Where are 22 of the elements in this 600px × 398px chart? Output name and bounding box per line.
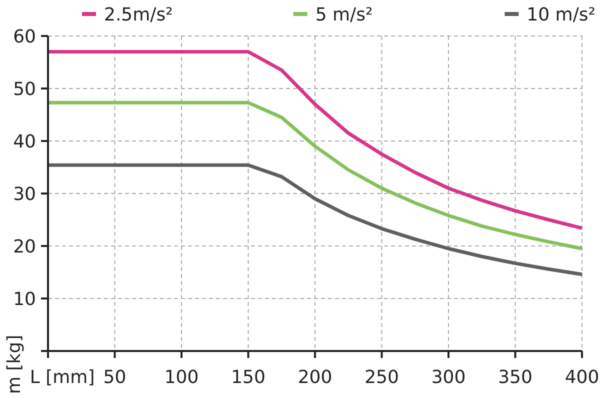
x-axis-title: L [mm] — [30, 367, 95, 388]
line-series — [46, 100, 584, 250]
line-series — [46, 163, 584, 276]
y-tick-label: 10 — [13, 288, 36, 310]
y-tick-label: 50 — [13, 78, 36, 100]
x-tick-label: 200 — [298, 367, 332, 388]
legend-label: 5 m/s² — [315, 4, 373, 26]
x-tick-label: 300 — [431, 367, 466, 388]
legend-label: 2.5m/s² — [104, 4, 173, 26]
y-tick-label: 30 — [13, 184, 36, 205]
x-tick-label: 50 — [103, 367, 126, 388]
y-tick-label: 60 — [13, 26, 36, 48]
legend-label: 10 m/s² — [526, 4, 596, 26]
line-series — [46, 50, 584, 230]
x-tick-label: 150 — [231, 367, 266, 388]
y-tick-label: 20 — [13, 236, 36, 258]
x-tick-label: 250 — [364, 367, 399, 388]
x-tick-label: 100 — [164, 367, 199, 388]
x-tick-label: 400 — [564, 367, 600, 388]
y-tick-label: 40 — [13, 131, 36, 152]
x-tick-label: 350 — [498, 367, 532, 388]
y-axis-title: m [kg] — [4, 334, 25, 394]
